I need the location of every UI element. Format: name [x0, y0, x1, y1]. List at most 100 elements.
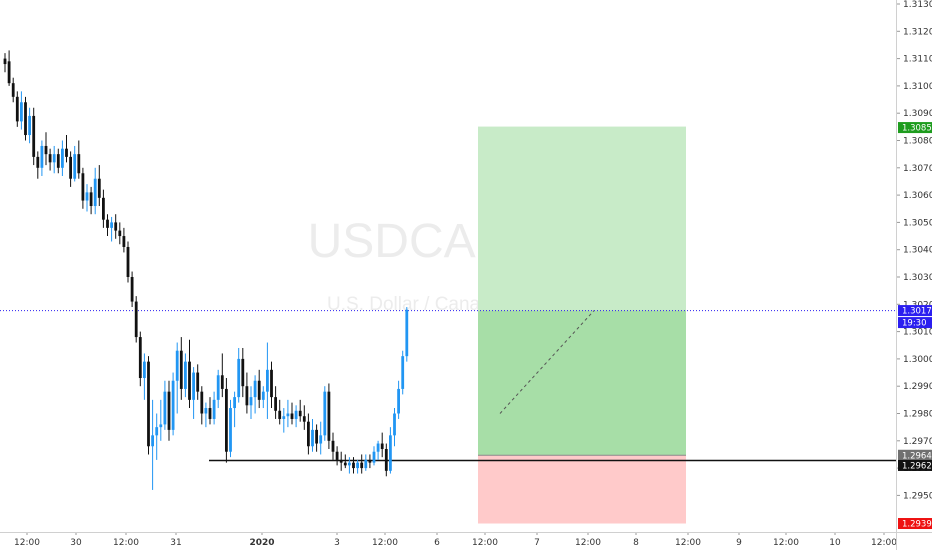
- candle: [114, 214, 118, 239]
- candle: [52, 145, 56, 174]
- candle-body: [32, 115, 36, 157]
- candle: [376, 440, 380, 460]
- candle-body: [241, 358, 245, 387]
- candle: [343, 454, 347, 469]
- candle: [20, 91, 23, 130]
- candle: [290, 402, 294, 425]
- candle-body: [352, 462, 355, 469]
- candle-body: [286, 413, 290, 417]
- price-tick-label: 1.29800: [903, 410, 932, 420]
- candle-body: [48, 154, 52, 163]
- time-axis[interactable]: 12:00 30 12:00 31 2020 3 12:00 6 12:00 7 12:00 8 12:…: [14, 532, 897, 548]
- candle-body: [372, 451, 376, 463]
- price-tick-label: 1.30000: [903, 355, 932, 365]
- candle: [257, 369, 261, 409]
- candle: [212, 391, 216, 425]
- support-badge: 1.29628: [902, 461, 932, 471]
- candle-body: [106, 219, 109, 228]
- entry-badge-bg: [898, 449, 932, 461]
- price-axis[interactable]: 1.31300 1.31200 1.31100 1.31000 1.30900 1.308…: [896, 0, 932, 501]
- candle-body: [69, 156, 72, 179]
- candle-body: [118, 230, 122, 237]
- candle-body: [143, 361, 146, 379]
- candle-body: [389, 435, 392, 471]
- candle: [97, 165, 101, 207]
- candle-body: [225, 388, 228, 452]
- candle: [253, 375, 257, 414]
- candle: [298, 399, 302, 422]
- current-price-badge: 1.30177: [902, 307, 932, 317]
- candle: [389, 427, 392, 474]
- candle: [3, 53, 7, 73]
- loss-zone[interactable]: [478, 455, 686, 524]
- candle-body: [138, 337, 142, 379]
- candle-body: [102, 197, 105, 220]
- candle-body: [274, 397, 277, 411]
- candle-body: [245, 386, 249, 406]
- candle: [220, 353, 224, 398]
- candle-body: [298, 410, 302, 417]
- position-zones[interactable]: [478, 126, 686, 524]
- candle: [188, 339, 191, 409]
- candle: [196, 364, 200, 400]
- candle: [192, 367, 195, 419]
- time-tick-label: 12:00: [113, 538, 139, 548]
- candle: [216, 369, 220, 409]
- price-tick-label: 1.30800: [903, 137, 932, 147]
- candle: [61, 140, 64, 176]
- candle-body: [188, 361, 191, 400]
- candle-body: [40, 145, 44, 168]
- candle-body: [204, 408, 208, 414]
- candle: [147, 356, 150, 455]
- candle-body: [77, 154, 81, 174]
- time-tick-label: 30: [70, 538, 82, 548]
- candle-body: [278, 410, 282, 419]
- candle: [372, 446, 376, 466]
- candle-body: [200, 391, 204, 414]
- candle-body: [237, 358, 241, 398]
- candle: [85, 184, 89, 212]
- candle: [122, 227, 126, 253]
- candle-body: [401, 356, 405, 389]
- candle: [204, 402, 208, 428]
- candle: [24, 96, 27, 141]
- candle: [77, 140, 81, 179]
- time-tick-label: 9: [736, 538, 742, 548]
- price-tick-label: 1.30100: [903, 328, 932, 338]
- horizontal-levels[interactable]: [0, 310, 896, 462]
- candle: [286, 399, 290, 428]
- candle: [138, 331, 142, 387]
- candle: [397, 380, 400, 419]
- time-tick-label: 12:00: [773, 538, 799, 548]
- candle-body: [335, 451, 339, 460]
- candle: [69, 151, 72, 187]
- profit-zone-filled: [478, 310, 686, 456]
- candle-body: [233, 397, 236, 409]
- candle: [245, 372, 249, 414]
- candle: [294, 405, 298, 428]
- price-tick-label: 1.30600: [903, 191, 932, 201]
- candle-body: [3, 58, 7, 65]
- candle-body: [192, 372, 195, 400]
- candle: [48, 148, 52, 171]
- candle: [323, 386, 327, 441]
- candle-body: [24, 102, 27, 136]
- candle-body: [73, 154, 77, 179]
- candle: [302, 405, 306, 430]
- candle-body: [216, 375, 220, 400]
- candle-body: [147, 361, 150, 447]
- time-tick-label: 12:00: [675, 538, 701, 548]
- candle-body: [229, 408, 232, 452]
- candle-body: [20, 102, 23, 122]
- candle: [315, 424, 318, 452]
- time-tick-label: 12:00: [472, 538, 498, 548]
- time-tick-label: 6: [434, 538, 440, 548]
- candle-body: [384, 448, 388, 471]
- time-tick-label: 12:00: [575, 538, 601, 548]
- time-tick-label: 3: [334, 538, 340, 548]
- price-tick-label: 1.29900: [903, 382, 932, 392]
- candle-body: [163, 391, 167, 425]
- candle: [360, 454, 364, 474]
